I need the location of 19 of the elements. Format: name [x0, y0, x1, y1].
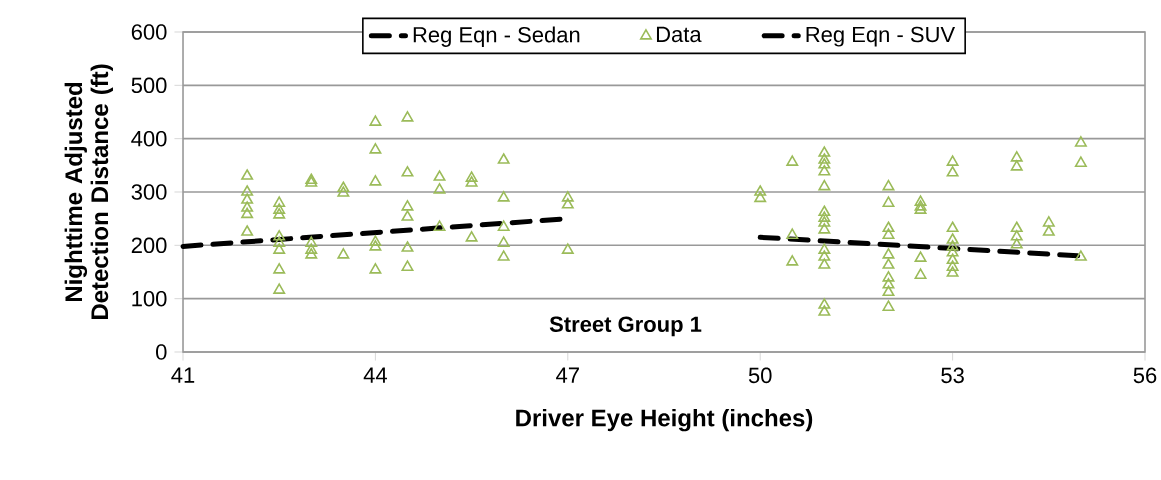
x-tick-label: 44	[363, 367, 387, 383]
y-tick-label: 200	[131, 237, 167, 254]
x-axis-title: Driver Eye Height (inches)	[516, 408, 813, 432]
y-axis-title: Nighttime Adjusted Detection Distance (ft)	[64, 64, 113, 320]
x-tick-label: 53	[941, 367, 964, 384]
annotation: Street Group 1	[549, 316, 702, 337]
x-tick-label: 50	[748, 367, 772, 384]
y-tick-label: 400	[131, 130, 167, 147]
legend-label: Reg Eqn - Sedan	[413, 26, 580, 47]
legend-label: Reg Eqn - SUV	[806, 26, 956, 47]
x-tick-label: 41	[171, 367, 195, 383]
x-tick-label: 56	[1133, 367, 1157, 384]
x-tick-label: 47	[556, 367, 579, 383]
y-tick-label: 0	[156, 344, 167, 360]
y-tick-label: 500	[131, 77, 167, 94]
y-tick-label: 300	[131, 184, 167, 200]
legend-label: Data	[656, 26, 702, 43]
y-tick-label: 100	[132, 290, 167, 307]
y-tick-label: 600	[131, 24, 167, 40]
